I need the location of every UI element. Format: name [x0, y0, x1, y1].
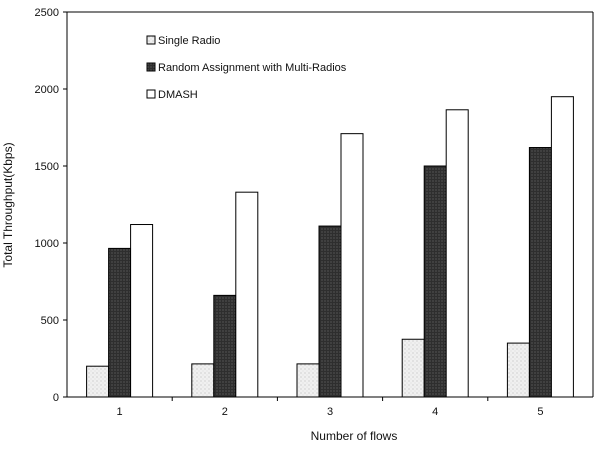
bar-2-cat-4: [423, 165, 447, 398]
bar-1-cat-3: [296, 363, 320, 398]
bar-1-cat-4: [401, 338, 425, 398]
legend-swatch-2: [146, 62, 156, 72]
legend-swatch-3: [146, 89, 156, 99]
x-tick-label: 5: [537, 406, 543, 418]
bar-3-cat-4: [445, 109, 469, 398]
legend-swatch-1: [146, 35, 156, 45]
x-tick-label: 3: [327, 406, 333, 418]
legend-label-2: Random Assignment with Multi-Radios: [158, 62, 347, 74]
legend-label-3: DMASH: [158, 89, 198, 101]
axes-layer: 0 500 1000 1500 2000 2500 1 2 3 4 5: [35, 7, 594, 418]
bar-1-cat-2: [191, 363, 215, 398]
y-tick-label: 1000: [35, 238, 59, 250]
bar-3-cat-2: [235, 191, 259, 398]
y-tick-label: 500: [41, 315, 59, 327]
y-axis-label: Total Throughput(Kbps): [1, 142, 15, 267]
bar-1-cat-1: [86, 365, 110, 398]
y-tick-label: 0: [53, 392, 59, 404]
legend: Single Radio Random Assignment with Multi…: [146, 35, 347, 101]
y-tick-label: 2500: [35, 7, 59, 19]
bar-2-cat-3: [318, 225, 342, 398]
bar-2-cat-2: [213, 294, 237, 398]
x-tick-label: 4: [432, 406, 438, 418]
bar-3-cat-1: [130, 224, 154, 398]
bar-2-cat-5: [528, 147, 552, 398]
bar-1-cat-5: [506, 342, 530, 398]
x-tick-label: 1: [117, 406, 123, 418]
bar-3-cat-3: [340, 133, 364, 398]
bar-3-cat-5: [550, 96, 574, 398]
x-tick-label: 2: [222, 406, 228, 418]
x-axis-label: Number of flows: [311, 429, 398, 443]
y-tick-label: 1500: [35, 161, 59, 173]
legend-label-1: Single Radio: [158, 35, 220, 47]
y-tick-label: 2000: [35, 84, 59, 96]
bars-layer: [86, 96, 574, 398]
bar-2-cat-1: [108, 247, 132, 398]
